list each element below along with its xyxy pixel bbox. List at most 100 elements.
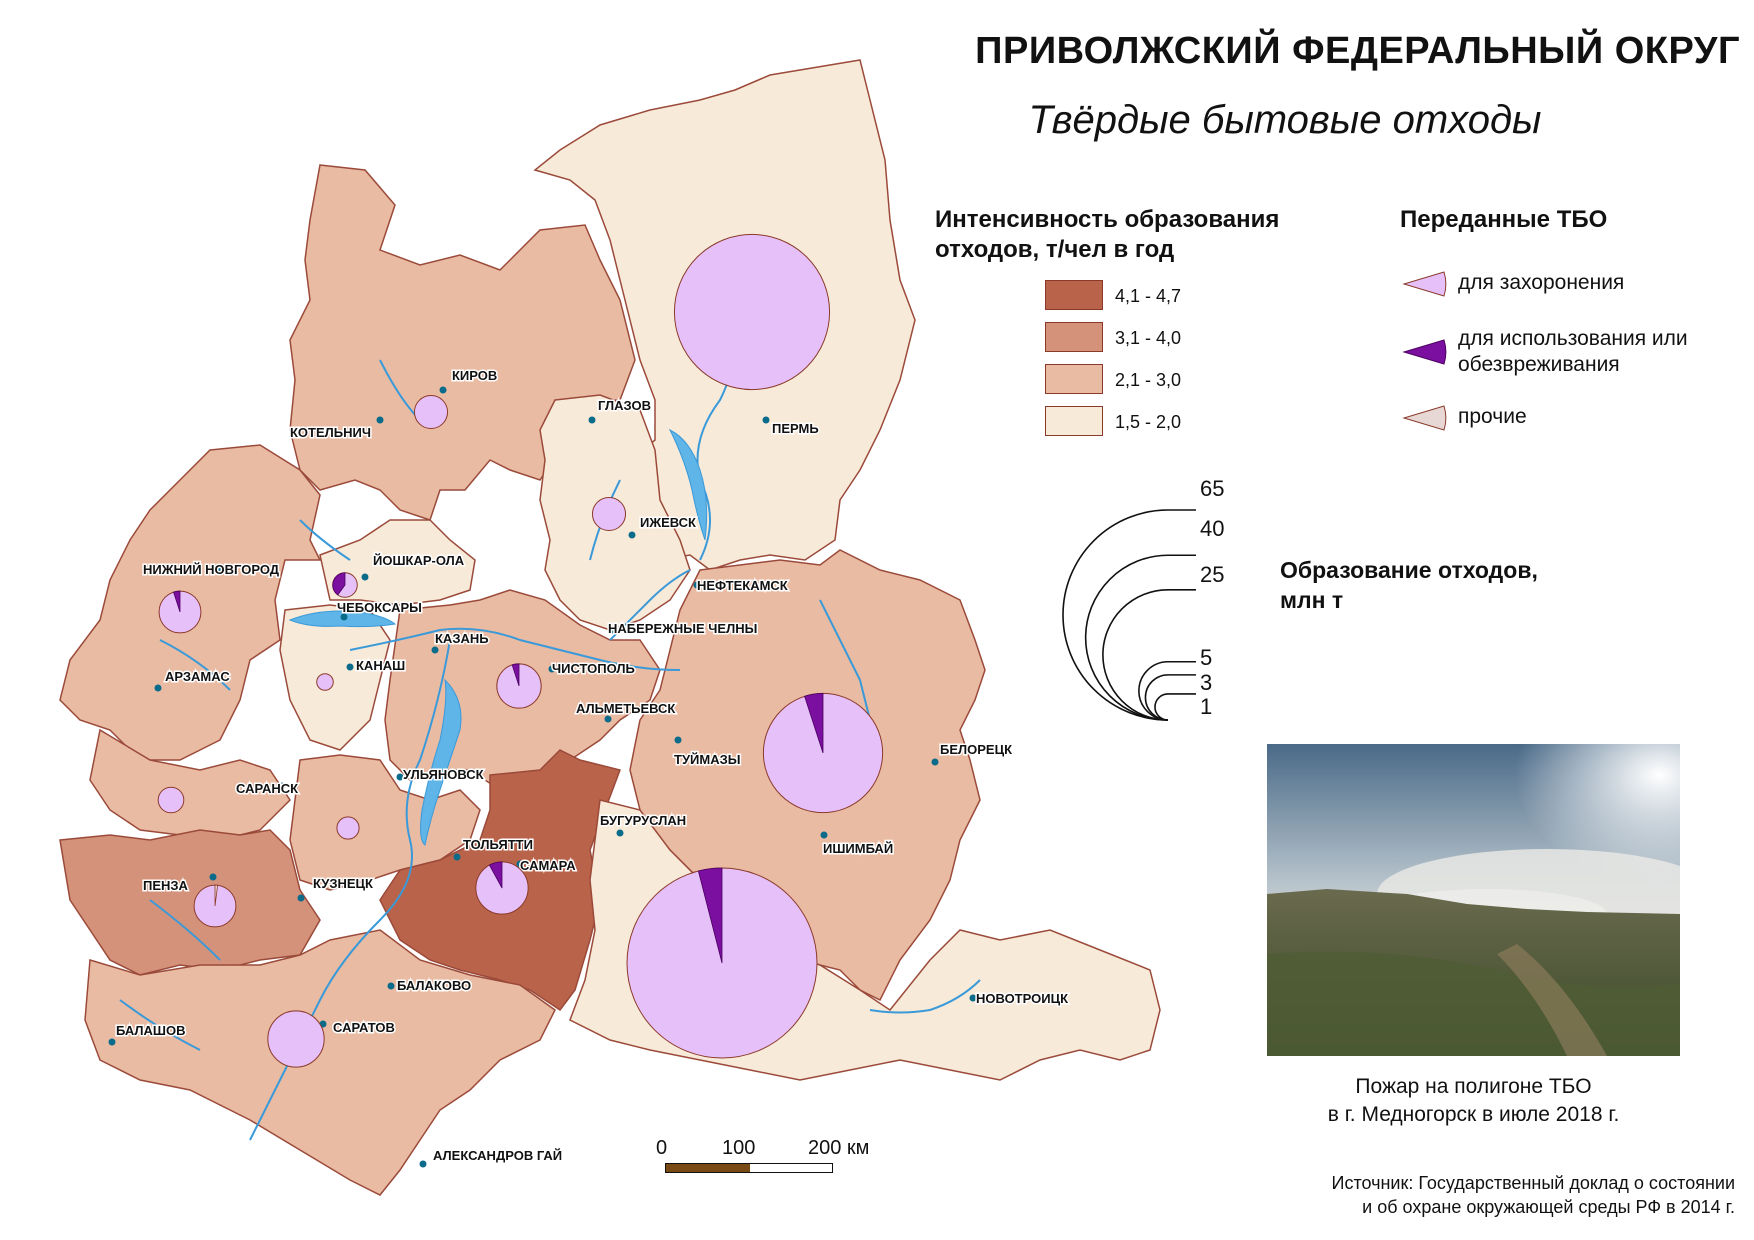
landfill-fire-photo: [1267, 744, 1680, 1056]
region-ulyanovsk: [289, 754, 481, 891]
city-label: КАНАШ: [356, 658, 405, 673]
page-subtitle: Твёрдые бытовые отходы: [1028, 98, 1542, 142]
burial-slice-icon: [1402, 271, 1447, 297]
pie-chart: [158, 590, 202, 634]
city-label: ПЕРМЬ: [772, 421, 819, 436]
city-label: НЕФТЕКАМСК: [697, 578, 788, 593]
city-dot: [693, 581, 701, 589]
city-dot: [209, 873, 217, 881]
city-label: УЛЬЯНОВСК: [403, 767, 484, 782]
city-dot: [820, 831, 828, 839]
city-label: НАБЕРЕЖНЫЕ ЧЕЛНЫ: [608, 621, 757, 636]
region-saratov: [84, 929, 556, 1196]
source-line1: Источник: Государственный доклад о состо…: [1331, 1173, 1736, 1193]
legend-transfer-title: Переданные ТБО: [1400, 206, 1608, 233]
pie-chart: [496, 663, 542, 709]
pie-chart: [591, 496, 627, 532]
pie-chart: [626, 867, 818, 1059]
pie-chart: [336, 816, 360, 840]
pie-slice-use: [804, 692, 824, 754]
city-dot: [278, 782, 286, 790]
region-mari: [319, 519, 476, 606]
size-legend-title: Образование отходов, млн т: [1280, 555, 1538, 615]
pie-slice-burial: [157, 786, 185, 814]
city-dot: [376, 416, 384, 424]
legend-class-label: 1,5 - 2,0: [1115, 412, 1182, 432]
pie-slice-use: [511, 663, 520, 687]
legend-intensity-title-line1: Интенсивность образования: [935, 206, 1280, 233]
pie-slice-burial: [673, 233, 831, 391]
city-dot: [588, 416, 596, 424]
city-dot: [616, 829, 624, 837]
photo-caption-line2: в г. Медногорск в июле 2018 г.: [1327, 1103, 1620, 1126]
city-dot: [419, 1160, 427, 1168]
source-line2: и об охране окружающей среды РФ в 2014 г…: [1362, 1197, 1735, 1217]
city-label: КАЗАНЬ: [435, 631, 489, 646]
source-note: Источник: Государственный доклад о состо…: [1150, 1171, 1736, 1219]
region-mordovia: [89, 728, 291, 841]
legend-transfer-label: для использования или обезвреживания: [1458, 326, 1688, 378]
city-dot: [548, 665, 556, 673]
size-legend-value: 25: [1200, 562, 1225, 587]
city-label: КОТЕЛЬНИЧ: [290, 425, 371, 440]
size-legend-arc: [1102, 588, 1169, 721]
size-legend-value: 3: [1200, 670, 1213, 695]
city-label: БУГУРУСЛАН: [600, 813, 686, 828]
city-dot: [628, 531, 636, 539]
city-dot: [396, 773, 404, 781]
use-slice-icon: [1402, 339, 1447, 365]
legend-swatch: [1045, 406, 1103, 436]
city-label: БЕЛОРЕЦК: [940, 742, 1012, 757]
city-label: ПЕНЗА: [143, 878, 189, 893]
scale-bar-label: 200 км: [808, 1137, 870, 1159]
city-dot: [439, 386, 447, 394]
city-label: КУЗНЕЦК: [313, 876, 373, 891]
pie-chart: [157, 786, 185, 814]
city-label: САМАРА: [520, 858, 576, 873]
pie-slice-use: [332, 572, 346, 596]
pie-chart: [413, 394, 449, 430]
legend-swatch: [1045, 364, 1103, 394]
city-label: НОВОТРОИЦК: [976, 991, 1068, 1006]
legend-transfer-label: для захоронения: [1458, 271, 1625, 294]
city-label: АЛЕКСАНДРОВ ГАЙ: [433, 1148, 562, 1163]
pie-chart: [673, 233, 831, 391]
pie-slice-other: [214, 884, 219, 907]
city-dot: [214, 564, 222, 572]
pie-chart: [267, 1010, 325, 1068]
pie-slice-use: [488, 861, 503, 889]
city-dot: [516, 860, 524, 868]
city-label: САРАТОВ: [333, 1020, 395, 1035]
city-label: ИШИМБАЙ: [823, 841, 893, 856]
city-label: НИЖНИЙ НОВГОРОД: [143, 562, 280, 577]
city-label: КИРОВ: [452, 368, 497, 383]
legend-intensity-title: Интенсивность образования отходов, т/чел…: [935, 205, 1355, 265]
city-label: ТУЙМАЗЫ: [674, 752, 740, 767]
city-label: АЛЬМЕТЬЕВСК: [576, 701, 675, 716]
city-label: ГЛАЗОВ: [598, 398, 651, 413]
city-dot: [387, 982, 395, 990]
city-layer: КИРОВ КОТЕЛЬНИЧ ГЛАЗОВ ПЕРМЬ ИЖЕВСК ЙОШКАР-ОЛ…: [108, 367, 1070, 1168]
legend-transfer-label-line1: для использования или: [1458, 327, 1688, 350]
scale-bar-label: 100: [722, 1137, 756, 1159]
rivers: [119, 329, 981, 1141]
legend-class-label: 3,1 - 4,0: [1115, 328, 1182, 348]
photo-illustration: [1267, 744, 1680, 1056]
pie-chart: [316, 673, 334, 691]
photo-caption: Пожар на полигоне ТБО в г. Медногорск в …: [1247, 1073, 1700, 1129]
city-label: ТОЛЬЯТТИ: [463, 837, 533, 852]
legend-class-label: 2,1 - 3,0: [1115, 370, 1182, 390]
city-dot: [931, 758, 939, 766]
pie-slice-burial: [336, 816, 360, 840]
city-dot: [762, 416, 770, 424]
city-dot: [674, 736, 682, 744]
size-legend-value: 5: [1200, 645, 1213, 670]
pie-chart: [193, 884, 237, 928]
city-dot: [604, 715, 612, 723]
city-dot: [297, 894, 305, 902]
legend-swatch: [1045, 322, 1103, 352]
city-dot: [969, 994, 977, 1002]
page-title: ПРИВОЛЖСКИЙ ФЕДЕРАЛЬНЫЙ ОКРУГ: [975, 30, 1740, 72]
size-legend-arc: [1138, 660, 1169, 721]
legend-transfer-label-line2: обезвреживания: [1458, 353, 1620, 376]
